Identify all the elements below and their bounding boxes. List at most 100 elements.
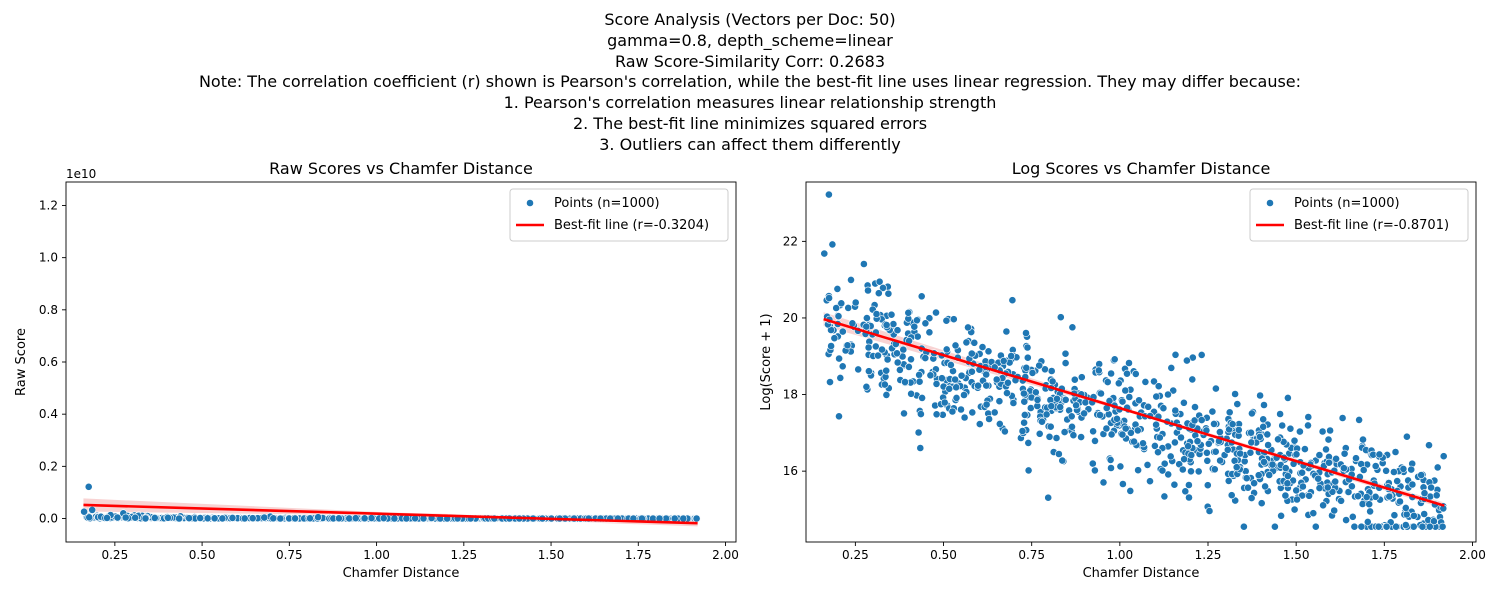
data-point xyxy=(1019,427,1026,434)
data-point xyxy=(89,506,96,513)
data-point xyxy=(1293,451,1300,458)
data-point xyxy=(825,191,832,198)
data-point xyxy=(186,515,193,522)
data-point xyxy=(979,344,986,351)
data-point xyxy=(1410,523,1417,530)
data-point xyxy=(1010,399,1017,406)
data-point xyxy=(863,323,870,330)
data-point xyxy=(1022,329,1029,336)
data-point xyxy=(864,287,871,294)
data-point xyxy=(315,514,322,521)
data-point xyxy=(1119,480,1126,487)
data-point xyxy=(952,342,959,349)
data-point xyxy=(1284,394,1291,401)
data-point xyxy=(1237,450,1244,457)
data-point xyxy=(1439,523,1446,530)
data-point xyxy=(1440,453,1447,460)
data-point xyxy=(1277,410,1284,417)
data-point xyxy=(1161,493,1168,500)
legend-marker-points xyxy=(1266,199,1273,206)
data-point xyxy=(1111,356,1118,363)
data-point xyxy=(306,515,313,522)
data-point xyxy=(1240,523,1247,530)
data-point xyxy=(911,323,918,330)
data-point xyxy=(1000,357,1007,364)
data-point xyxy=(863,383,870,390)
data-point xyxy=(1338,497,1345,504)
legend-label-fit-line: Best-fit line (r=-0.3204) xyxy=(554,218,709,233)
data-point xyxy=(1049,378,1056,385)
data-point xyxy=(961,414,968,421)
data-point xyxy=(1025,439,1032,446)
data-point xyxy=(900,346,907,353)
data-point xyxy=(1264,431,1271,438)
data-point xyxy=(983,382,990,389)
data-point xyxy=(122,514,129,521)
data-point xyxy=(1179,466,1186,473)
data-point xyxy=(1171,439,1178,446)
data-point xyxy=(1341,450,1348,457)
data-point xyxy=(1070,432,1077,439)
data-point xyxy=(1433,492,1440,499)
data-point xyxy=(1036,362,1043,369)
data-point xyxy=(1358,523,1365,530)
data-point xyxy=(873,310,880,317)
data-point xyxy=(829,241,836,248)
data-point xyxy=(1287,425,1294,432)
data-point xyxy=(1003,328,1010,335)
data-point xyxy=(197,514,204,521)
data-point xyxy=(968,350,975,357)
data-point xyxy=(1103,425,1110,432)
legend-label-points: Points (n=1000) xyxy=(1294,196,1400,211)
data-point xyxy=(1282,465,1289,472)
data-point xyxy=(1127,487,1134,494)
data-point xyxy=(1029,369,1036,376)
data-point xyxy=(1062,396,1069,403)
data-point xyxy=(907,356,914,363)
data-point xyxy=(1235,426,1242,433)
data-point xyxy=(1206,507,1213,514)
data-point xyxy=(1419,523,1426,530)
data-point xyxy=(826,379,833,386)
data-point xyxy=(391,515,398,522)
data-point xyxy=(176,515,183,522)
data-point xyxy=(1339,414,1346,421)
data-point xyxy=(1107,464,1114,471)
data-point xyxy=(1390,468,1397,475)
data-point xyxy=(826,294,833,301)
data-point xyxy=(1340,465,1347,472)
data-point xyxy=(361,515,368,522)
y-tick-label: 0.0 xyxy=(39,512,58,526)
data-point xyxy=(1156,434,1163,441)
data-point xyxy=(957,406,964,413)
data-point xyxy=(947,361,954,368)
data-point xyxy=(1081,410,1088,417)
data-point xyxy=(292,515,299,522)
data-point xyxy=(1364,518,1371,525)
y-axis-label: Raw Score xyxy=(14,328,29,396)
data-point xyxy=(1352,455,1359,462)
data-point xyxy=(1115,380,1122,387)
data-point xyxy=(1282,492,1289,499)
data-point xyxy=(1402,504,1409,511)
data-point xyxy=(1153,421,1160,428)
data-point xyxy=(918,293,925,300)
data-point xyxy=(963,339,970,346)
x-tick-label: 1.75 xyxy=(625,548,652,562)
data-point xyxy=(1383,523,1390,530)
data-point xyxy=(1021,398,1028,405)
data-point xyxy=(1145,403,1152,410)
data-point xyxy=(1305,413,1312,420)
data-point xyxy=(1392,448,1399,455)
data-point xyxy=(1090,428,1097,435)
data-point xyxy=(860,260,867,267)
data-point xyxy=(1096,360,1103,367)
data-point xyxy=(1078,434,1085,441)
data-point xyxy=(1226,409,1233,416)
data-point xyxy=(905,363,912,370)
data-point xyxy=(1293,496,1300,503)
data-point xyxy=(958,372,965,379)
data-point xyxy=(1020,390,1027,397)
data-point xyxy=(1113,415,1120,422)
data-point xyxy=(986,415,993,422)
